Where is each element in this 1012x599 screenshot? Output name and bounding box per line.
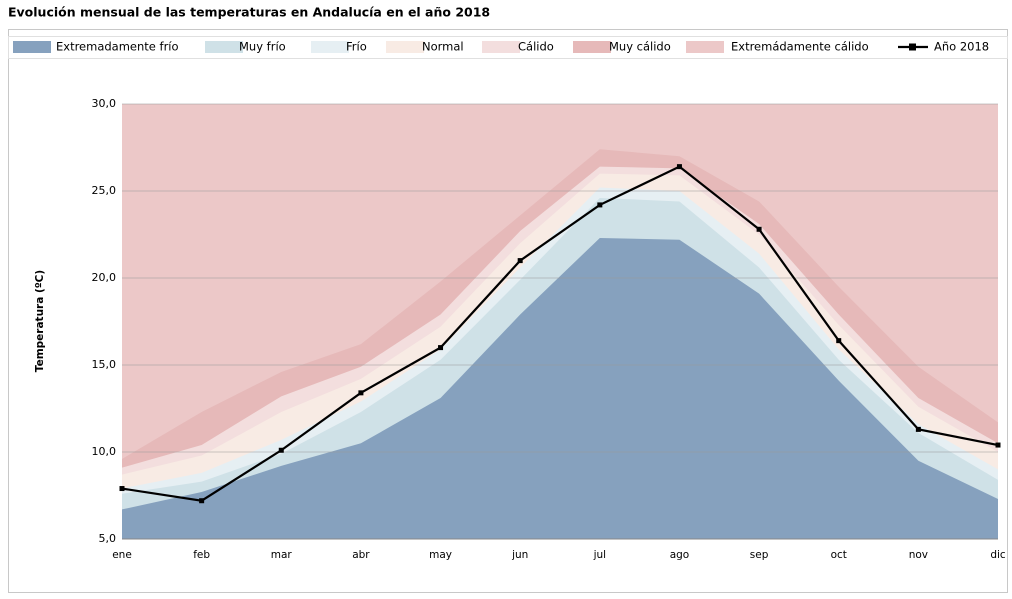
y-tick-label: 30,0 xyxy=(92,97,117,110)
x-tick-label: nov xyxy=(909,549,928,561)
x-tick-label: ene xyxy=(112,549,132,561)
legend-label: Frío xyxy=(346,40,367,54)
legend-swatch xyxy=(686,41,724,53)
legend-label: Muy cálido xyxy=(609,40,671,54)
x-tick-label: may xyxy=(429,549,452,561)
band-area xyxy=(122,237,998,540)
line-marker xyxy=(119,486,125,492)
y-tick-label: 5,0 xyxy=(99,532,117,545)
y-axis-label: Temperatura (ºC) xyxy=(34,270,46,372)
legend-marker xyxy=(909,43,916,51)
y-tick-label: 10,0 xyxy=(92,445,117,458)
x-tick-label: mar xyxy=(271,549,293,561)
legend-label: Año 2018 xyxy=(934,40,989,54)
legend-label: Cálido xyxy=(518,40,554,54)
x-tick-label: ago xyxy=(670,549,690,561)
line-marker xyxy=(358,390,364,396)
legend-box xyxy=(8,36,1008,59)
legend-label: Muy frío xyxy=(239,40,286,54)
x-tick-label: abr xyxy=(352,549,370,561)
line-marker xyxy=(756,226,762,232)
legend-swatch xyxy=(573,41,611,53)
x-tick-label: jun xyxy=(511,549,528,561)
legend-label: Normal xyxy=(422,40,464,54)
line-marker xyxy=(517,258,523,264)
x-tick-label: jul xyxy=(593,549,607,561)
legend-swatch xyxy=(482,41,520,53)
y-tick-label: 20,0 xyxy=(92,271,117,284)
x-tick-label: feb xyxy=(193,549,210,561)
line-marker xyxy=(915,426,921,432)
x-tick-label: dic xyxy=(990,549,1006,561)
legend-swatch xyxy=(13,41,51,53)
line-marker xyxy=(995,442,1001,448)
line xyxy=(121,165,999,502)
line-marker xyxy=(278,447,284,453)
y-tick-label: 15,0 xyxy=(92,358,117,371)
line-marker xyxy=(438,345,444,351)
line-marker xyxy=(199,498,205,504)
line-marker xyxy=(836,338,842,344)
legend-swatch xyxy=(205,41,243,53)
x-tick-label: sep xyxy=(750,549,769,561)
legend-swatch xyxy=(311,41,349,53)
y-tick-label: 25,0 xyxy=(92,184,117,197)
chart-title: Evolución mensual de las temperaturas en… xyxy=(8,5,490,20)
line-marker xyxy=(676,164,682,170)
legend-label: Extremadamente frío xyxy=(56,40,179,54)
x-tick-label: oct xyxy=(831,549,847,561)
legend-swatch xyxy=(386,41,424,53)
line-marker xyxy=(597,202,603,208)
legend-label: Extremádamente cálido xyxy=(731,40,869,54)
chart-frame xyxy=(8,29,1008,593)
